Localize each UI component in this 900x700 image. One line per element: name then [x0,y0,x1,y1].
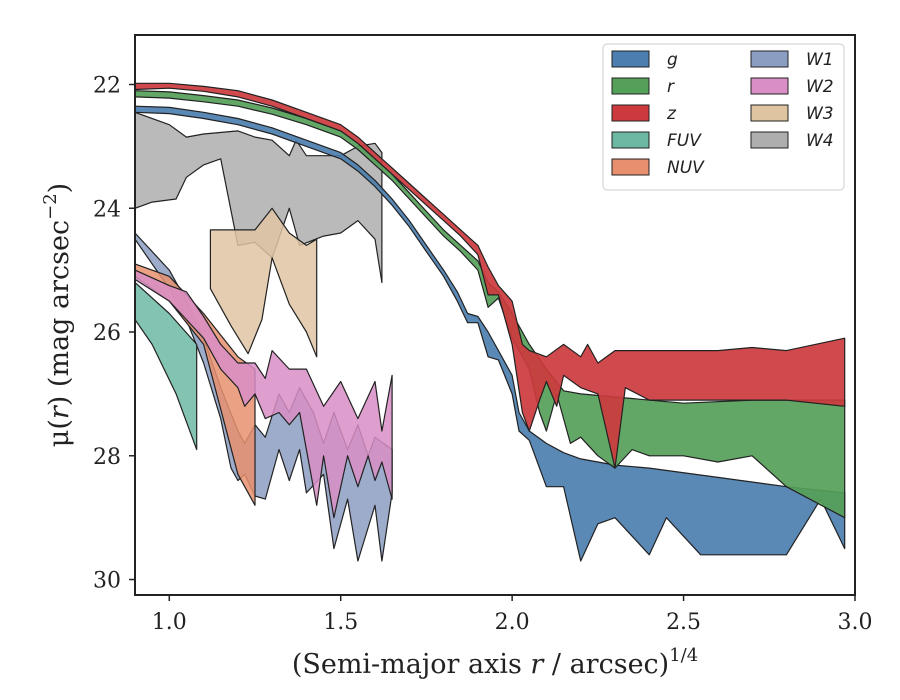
x-tick-label: 2.0 [495,610,530,635]
series-layer [135,82,846,562]
x-axis-label: (Semi-major axis r / arcsec)1/4 [292,645,698,680]
x-tick-label: 2.5 [666,610,701,635]
legend-label-z: z [666,104,677,124]
x-tick-label: 1.0 [152,610,187,635]
y-tick-label: 30 [93,569,121,594]
legend-swatch-g [611,50,650,68]
y-tick-label: 26 [93,321,121,346]
y-tick-label: 22 [93,74,121,99]
legend-label-r: r [667,77,675,97]
legend-label-w1: W1 [806,50,834,70]
series-band-w4 [135,111,383,284]
x-tick-label: 1.5 [323,610,358,635]
legend-label-g: g [667,50,678,70]
legend-swatch-fuv [611,131,650,149]
series-band-w2 [135,269,393,519]
legend-label-fuv: FUV [667,131,702,151]
legend-label-w3: W3 [806,104,834,124]
series-band-z [135,82,846,469]
legend-swatch-w4 [750,131,789,149]
legend-swatch-z [611,104,650,122]
x-tick-label: 3.0 [838,610,873,635]
legend: grz FUV NUV W1 W2 W3 W4 [602,43,845,191]
legend-label-w4: W4 [806,131,834,151]
y-tick-label: 28 [93,445,121,470]
series-band-g [135,105,846,562]
legend-swatch-w1 [750,50,789,68]
legend-label-nuv: NUV [667,158,705,178]
legend-label-w2: W2 [806,77,834,97]
legend-swatch-r [611,77,650,95]
y-axis-label: μ(r) (mag arcsec−2) [40,183,75,447]
series-band-r [135,90,846,519]
legend-swatch-w3 [750,104,789,122]
y-tick-label: 24 [93,197,121,222]
series-band-w3 [209,207,318,358]
legend-swatch-w2 [750,77,789,95]
series-band-fuv [135,281,198,451]
ticks-layer: 1.0 1.5 2.0 2.5 3.0 22 24 26 28 30 [93,74,873,635]
legend-swatch-nuv [611,158,650,176]
plot-frame [134,34,856,596]
